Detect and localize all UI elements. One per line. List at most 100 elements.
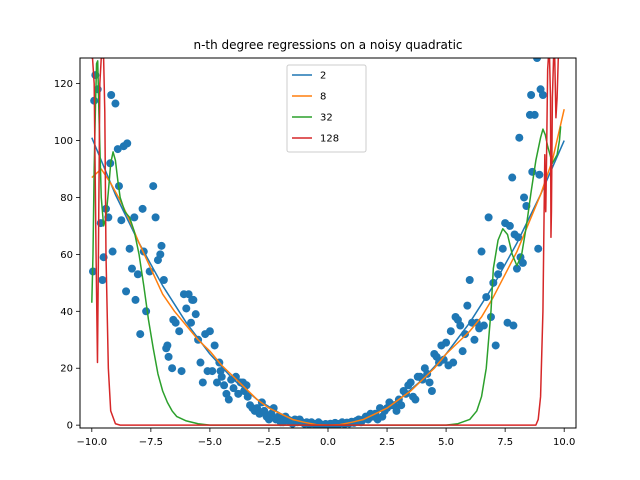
scatter-point <box>156 250 165 259</box>
legend-label-8: 8 <box>320 92 326 103</box>
scatter-point <box>456 321 465 330</box>
scatter-point <box>205 327 214 336</box>
scatter-point <box>406 378 415 387</box>
scatter-point <box>442 338 451 347</box>
scatter-point <box>465 276 474 284</box>
x-tick-label: 0.0 <box>320 437 336 448</box>
scatter-point <box>138 204 147 213</box>
scatter-point <box>397 401 406 410</box>
scatter-point <box>157 241 166 250</box>
legend-frame <box>286 64 367 153</box>
legend-label-128: 128 <box>320 134 339 145</box>
scatter-point <box>508 173 517 182</box>
scatter-point <box>212 378 221 387</box>
scatter-point <box>217 372 226 381</box>
x-tick-label: −2.5 <box>257 437 281 448</box>
legend-label-2: 2 <box>320 71 326 82</box>
scatter-point <box>538 91 547 99</box>
scatter-point <box>210 341 219 350</box>
scatter-point <box>130 213 139 222</box>
scatter-point <box>427 387 436 395</box>
scatter-point <box>512 264 521 273</box>
y-tick-label: 120 <box>54 79 73 90</box>
y-tick-label: 40 <box>60 307 73 318</box>
scatter-point <box>107 91 116 99</box>
scatter-point <box>392 406 401 415</box>
scatter-point <box>149 182 158 191</box>
scatter-point <box>446 327 455 336</box>
scatter-point <box>530 110 539 119</box>
scatter-point <box>123 139 132 148</box>
scatter-point <box>229 384 238 393</box>
scatter-point <box>224 395 233 404</box>
scatter-point <box>484 213 493 222</box>
scatter-point <box>171 318 180 327</box>
scatter-point <box>127 264 136 273</box>
legend-label-32: 32 <box>320 113 333 124</box>
scatter-point <box>142 307 151 316</box>
scatter-point <box>151 213 160 222</box>
scatter-point <box>111 99 120 108</box>
scatter-point <box>164 352 173 361</box>
scatter-point <box>535 170 544 179</box>
scatter-point <box>220 381 229 390</box>
scatter-point <box>533 58 542 62</box>
scatter-point <box>117 216 126 225</box>
x-tick-label: −10.0 <box>76 437 107 448</box>
scatter-point <box>505 221 514 230</box>
scatter-point <box>491 341 500 350</box>
scatter-point <box>425 378 434 387</box>
scatter-point <box>133 270 142 279</box>
x-tick-label: 5.0 <box>438 437 454 448</box>
y-tick-label: 0 <box>67 421 73 432</box>
scatter-point <box>175 327 184 336</box>
scatter-point <box>243 392 252 401</box>
scatter-point <box>168 364 177 373</box>
scatter-point <box>479 321 488 330</box>
data-layer <box>88 58 565 428</box>
y-tick-label: 20 <box>60 364 73 375</box>
x-tick-label: −5.0 <box>198 437 222 448</box>
scatter-point <box>131 295 140 304</box>
x-tick-label: 2.5 <box>379 437 395 448</box>
scatter-point <box>411 395 420 404</box>
scatter-point <box>463 301 472 310</box>
x-tick-label: 10.0 <box>553 437 575 448</box>
scatter-point <box>191 310 200 319</box>
chart-title: n-th degree regressions on a noisy quadr… <box>194 38 463 52</box>
scatter-point <box>122 287 131 296</box>
scatter-point <box>458 347 467 356</box>
scatter-point <box>477 247 486 256</box>
series-line-128 <box>91 58 560 426</box>
scatter-point <box>231 372 240 381</box>
scatter-point <box>108 247 117 256</box>
scatter-point <box>534 244 543 253</box>
scatter-point <box>177 367 186 376</box>
scatter-point <box>187 318 196 327</box>
scatter-point <box>449 358 458 367</box>
scatter-point <box>98 276 107 284</box>
scatter-point <box>470 335 479 344</box>
scatter-point <box>518 258 527 267</box>
scatter-point <box>196 358 205 367</box>
scatter-point <box>503 318 512 327</box>
scatter-point <box>520 193 529 202</box>
y-tick-label: 100 <box>54 136 73 147</box>
legend: 2 8 32 128 <box>286 64 367 153</box>
scatter-point <box>163 341 172 350</box>
y-tick-label: 60 <box>60 250 73 261</box>
y-tick-label: 80 <box>60 193 73 204</box>
scatter-point <box>509 321 518 330</box>
scatter-point <box>527 91 536 99</box>
y-axis: 0 20 40 60 80 100 120 <box>54 79 80 432</box>
x-tick-label: 7.5 <box>497 437 513 448</box>
scatter-point <box>159 276 168 284</box>
scatter-point <box>189 295 198 304</box>
scatter-point <box>198 378 207 387</box>
scatter-point <box>113 145 122 154</box>
scatter-point <box>136 330 145 339</box>
x-axis: −10.0 −7.5 −5.0 −2.5 0.0 2.5 5.0 7.5 10.0 <box>76 428 575 448</box>
scatter-point <box>515 133 524 142</box>
scatter-point <box>182 304 191 313</box>
